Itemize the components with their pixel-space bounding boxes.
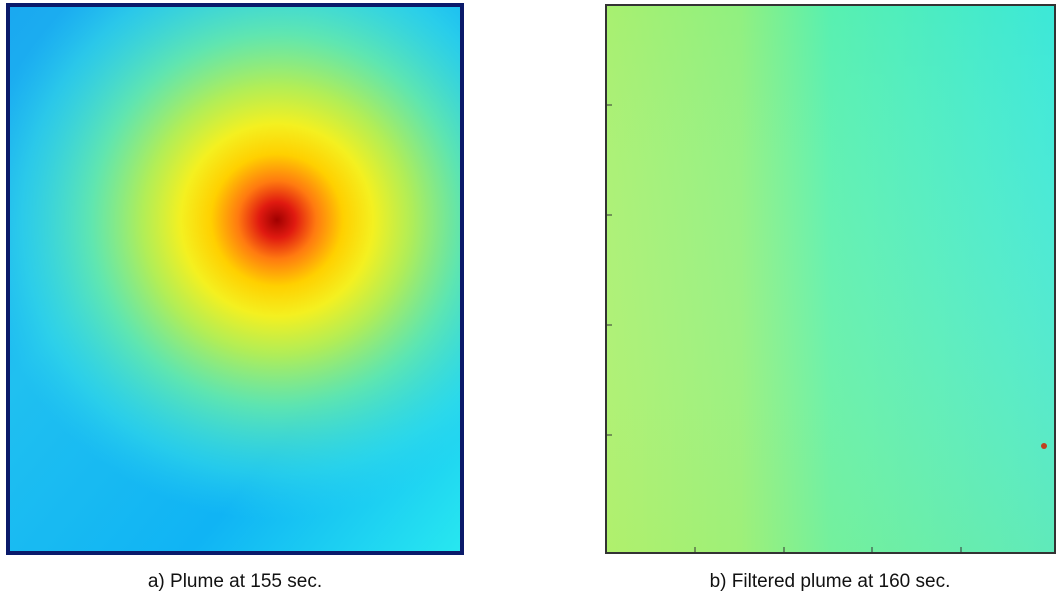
- panel-border: [6, 3, 464, 555]
- caption: a) Plume at 155 sec.: [148, 571, 322, 592]
- caption: b) Filtered plume at 160 sec.: [710, 571, 951, 592]
- hot-spot: [1041, 443, 1047, 449]
- panel-b: [605, 4, 1056, 554]
- heatmap-shade: [606, 5, 1055, 553]
- panel-border: [605, 4, 1056, 554]
- heatmap-plume: [8, 5, 462, 553]
- panel-a: [6, 3, 464, 555]
- tick-marks: [606, 104, 962, 553]
